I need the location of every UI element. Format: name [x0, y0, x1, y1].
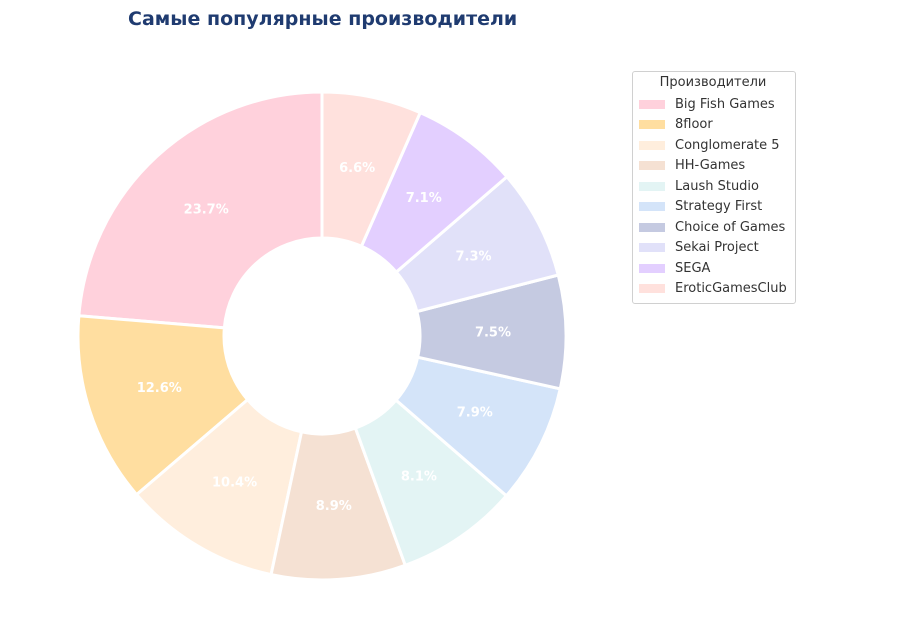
- slice-value-label: 8.1%: [401, 469, 437, 484]
- legend-label: Sekai Project: [675, 240, 759, 256]
- legend-item: Sekai Project: [639, 238, 787, 259]
- legend-label: HH-Games: [675, 158, 746, 174]
- legend-label: Laush Studio: [675, 178, 759, 194]
- legend: Производители Big Fish Games 8floor Conglo…: [632, 71, 796, 304]
- donut-slices: [76, 90, 568, 582]
- donut-chart: 23.7% 12.6% 10.4% 8.9% 8.1% 7.9% 7.5% 7.3% 7.1% 6…: [76, 90, 568, 582]
- legend-swatch: [639, 140, 665, 150]
- slice-value-label: 10.4%: [212, 475, 257, 490]
- slice-value-label: 6.6%: [339, 161, 375, 176]
- legend-swatch: [639, 222, 665, 232]
- slice-value-label: 12.6%: [137, 381, 182, 396]
- legend-item: Laush Studio: [639, 176, 787, 197]
- legend-item: Big Fish Games: [639, 94, 787, 115]
- legend-item: Strategy First: [639, 197, 787, 218]
- legend-item: SEGA: [639, 258, 787, 279]
- chart-title: Самые популярные производители: [128, 8, 518, 30]
- legend-label: Choice of Games: [675, 219, 786, 235]
- legend-label: Strategy First: [675, 199, 763, 215]
- donut-value-labels: 23.7% 12.6% 10.4% 8.9% 8.1% 7.9% 7.5% 7.3% 7.1% 6…: [137, 161, 511, 514]
- slice-big-fish-games: [77, 90, 324, 330]
- slice-value-label: 7.9%: [457, 405, 493, 420]
- legend-item: EroticGamesClub: [639, 279, 787, 300]
- slice-value-label: 23.7%: [184, 203, 229, 218]
- legend-swatch: [639, 202, 665, 212]
- legend-label: EroticGamesClub: [675, 281, 787, 297]
- legend-swatch: [639, 99, 665, 109]
- slice-eroticgamesclub: [320, 90, 423, 249]
- legend-item: HH-Games: [639, 156, 787, 177]
- legend-title: Производители: [659, 75, 767, 90]
- legend-label: SEGA: [675, 260, 711, 276]
- legend-swatch: [639, 161, 665, 171]
- slice-value-label: 8.9%: [316, 499, 352, 514]
- legend-item: Choice of Games: [639, 217, 787, 238]
- slice-8floor: [76, 314, 250, 497]
- slice-value-label: 7.5%: [475, 326, 511, 341]
- slice-value-label: 7.1%: [406, 191, 442, 206]
- legend-label: Big Fish Games: [675, 96, 775, 112]
- legend-label: Conglomerate 5: [675, 137, 780, 153]
- legend-swatch: [639, 284, 665, 294]
- legend-label: 8floor: [675, 117, 713, 133]
- slice-value-label: 7.3%: [456, 249, 492, 264]
- legend-items: Big Fish Games 8floor Conglomerate 5 HH-Gam…: [639, 94, 787, 299]
- legend-item: Conglomerate 5: [639, 135, 787, 156]
- slice-conglomerate-5: [134, 397, 304, 577]
- legend-swatch: [639, 120, 665, 130]
- legend-swatch: [639, 181, 665, 191]
- legend-swatch: [639, 263, 665, 273]
- legend-item: 8floor: [639, 115, 787, 136]
- legend-swatch: [639, 243, 665, 253]
